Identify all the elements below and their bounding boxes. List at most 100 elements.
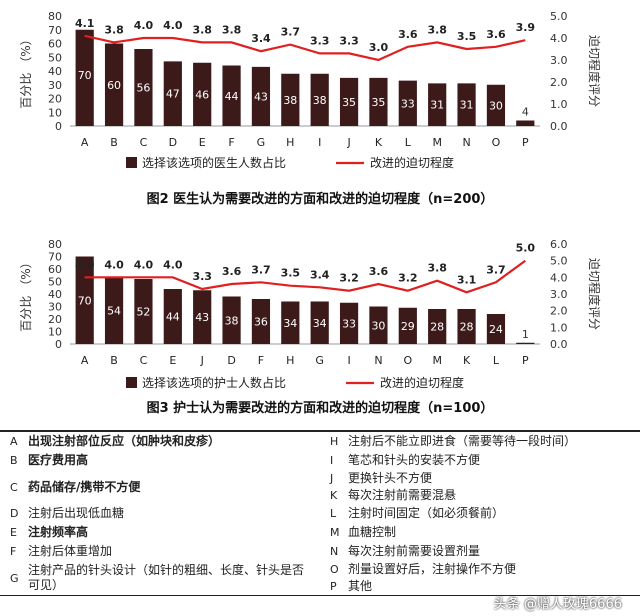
legend-entry: L 注射时间固定（如必须餐前） bbox=[320, 504, 640, 523]
line-value-label: 3.7 bbox=[281, 26, 301, 39]
category-label: D bbox=[169, 136, 177, 149]
bar-value-label: 28 bbox=[460, 321, 474, 334]
category-label: P bbox=[522, 136, 529, 149]
left-axis-title: 百分比 （%） bbox=[19, 33, 33, 108]
left-axis-tick: 30 bbox=[48, 79, 62, 92]
left-axis-tick: 40 bbox=[48, 288, 62, 301]
bar-value-label: 46 bbox=[195, 88, 209, 101]
legend-entry-key: P bbox=[330, 580, 337, 593]
bar-value-label: 56 bbox=[136, 82, 150, 95]
bar bbox=[310, 301, 329, 344]
line-value-label: 3.2 bbox=[339, 272, 359, 285]
legend-entry-text: 更换针头不方便 bbox=[348, 471, 433, 485]
bar-value-label: 29 bbox=[401, 320, 415, 333]
line-value-label: 3.8 bbox=[222, 23, 242, 36]
line-value-label: 4.0 bbox=[163, 258, 183, 271]
left-axis-tick: 80 bbox=[48, 238, 62, 251]
urgency-line bbox=[84, 259, 526, 294]
right-axis-title: 迫切程度评分 bbox=[587, 258, 602, 330]
category-label: O bbox=[492, 136, 501, 149]
line-value-label: 3.9 bbox=[516, 21, 536, 34]
bar-value-label: 70 bbox=[78, 69, 92, 82]
bar bbox=[428, 83, 447, 126]
bar bbox=[339, 77, 359, 126]
right-axis-tick: 4.0 bbox=[550, 32, 568, 45]
bar bbox=[486, 314, 506, 344]
option-legend-table: A 出现注射部位反应（如肿块和皮疹） H 注射后不能立即进食（需要等待一段时间） B 医疗… bbox=[0, 430, 640, 596]
bar-value-label: 33 bbox=[401, 97, 415, 110]
category-label: B bbox=[110, 354, 118, 367]
line-value-label: 3.4 bbox=[310, 268, 330, 281]
category-label: G bbox=[257, 136, 266, 149]
left-axis-tick: 40 bbox=[48, 65, 62, 78]
category-label: O bbox=[403, 354, 412, 367]
category-label: I bbox=[318, 136, 321, 149]
bar-value-label: 38 bbox=[283, 94, 297, 107]
right-axis-tick: 4.0 bbox=[550, 271, 568, 284]
left-axis-tick: 70 bbox=[48, 251, 62, 264]
category-label: I bbox=[347, 354, 350, 367]
line-value-label: 3.3 bbox=[310, 34, 330, 47]
legend-bar-swatch bbox=[126, 377, 137, 388]
category-label: B bbox=[110, 136, 118, 149]
line-value-label: 3.6 bbox=[222, 265, 242, 278]
legend-entry: G 注射产品的针头设计（如针的粗细、长度、针头是否可见） bbox=[0, 561, 320, 595]
legend-line-label: 改进的迫切程度 bbox=[380, 375, 464, 390]
bar bbox=[222, 65, 241, 126]
legend-entry-text: 笔芯和针头的安装不方便 bbox=[348, 453, 481, 467]
line-value-label: 3.6 bbox=[486, 28, 506, 41]
line-value-label: 3.6 bbox=[398, 28, 418, 41]
category-label: M bbox=[432, 136, 442, 149]
bar-value-label: 54 bbox=[107, 304, 121, 317]
legend-table-row: B 医疗费用高 I 笔芯和针头的安装不方便 bbox=[0, 451, 640, 470]
bar-value-label: 24 bbox=[489, 323, 503, 336]
legend-entry-key: L bbox=[330, 507, 337, 520]
legend-entry-key: A bbox=[10, 435, 18, 448]
right-axis-tick: 0.0 bbox=[550, 120, 568, 133]
right-axis-tick: 2.0 bbox=[550, 305, 568, 318]
legend-entry-text: 注射频率高 bbox=[28, 525, 89, 539]
left-axis-tick: 80 bbox=[48, 10, 62, 23]
legend-entry-text: 注射后不能立即进食（需要等待一段时间） bbox=[348, 434, 577, 448]
legend-entry: N 每次注射前需要设置剂量 bbox=[320, 542, 640, 561]
legend-entry-text: 药品储存/携带不方便 bbox=[28, 479, 141, 494]
line-value-label: 3.4 bbox=[251, 32, 271, 45]
legend-bar-label: 选择该选项的医生人数占比 bbox=[142, 155, 286, 170]
bar-value-label: 33 bbox=[342, 317, 356, 330]
right-axis-tick: 1.0 bbox=[550, 321, 568, 334]
bar bbox=[457, 309, 476, 344]
legend-entry-key: B bbox=[10, 454, 18, 467]
bar-value-label: 43 bbox=[195, 311, 209, 324]
bar-value-label: 35 bbox=[371, 96, 385, 109]
category-label: N bbox=[462, 136, 470, 149]
legend-bar-swatch bbox=[126, 157, 137, 168]
category-label: K bbox=[463, 354, 471, 367]
category-label: E bbox=[199, 136, 206, 149]
category-label: H bbox=[286, 354, 294, 367]
category-label: F bbox=[228, 136, 234, 149]
line-value-label: 3.1 bbox=[457, 273, 477, 286]
nurse-chart: 010203040506070800.01.02.03.04.05.06.0百分… bbox=[19, 238, 602, 416]
bar-value-label: 36 bbox=[254, 316, 268, 329]
bar-value-label: 38 bbox=[313, 94, 327, 107]
legend-table-row: C 药品储存/携带不方便 J 更换针头不方便 K 每次注射前需要混悬 bbox=[0, 470, 640, 504]
bar-value-label: 70 bbox=[78, 294, 92, 307]
left-axis-title: 百分比 （%） bbox=[19, 256, 33, 331]
category-label: C bbox=[140, 136, 148, 149]
figure-caption: 图3 护士认为需要改进的方面和改进的迫切程度（n=100） bbox=[147, 400, 494, 416]
legend-entry: M 血糖控制 bbox=[320, 523, 640, 542]
line-value-label: 3.8 bbox=[427, 262, 447, 275]
bar bbox=[193, 290, 212, 344]
legend-entry: J 更换针头不方便 bbox=[320, 470, 640, 487]
bar bbox=[486, 84, 506, 126]
bar bbox=[516, 342, 535, 344]
urgency-line bbox=[84, 34, 526, 62]
left-axis-tick: 20 bbox=[48, 313, 62, 326]
bar bbox=[251, 299, 271, 344]
category-label: P bbox=[522, 354, 529, 367]
legend-entry-text: 注射时间固定（如必须餐前） bbox=[348, 506, 505, 520]
bar-value-label: 30 bbox=[489, 99, 503, 112]
legend-entry-key: C bbox=[10, 480, 18, 494]
legend-entry-key: E bbox=[10, 526, 17, 539]
line-value-label: 4.0 bbox=[134, 258, 154, 271]
